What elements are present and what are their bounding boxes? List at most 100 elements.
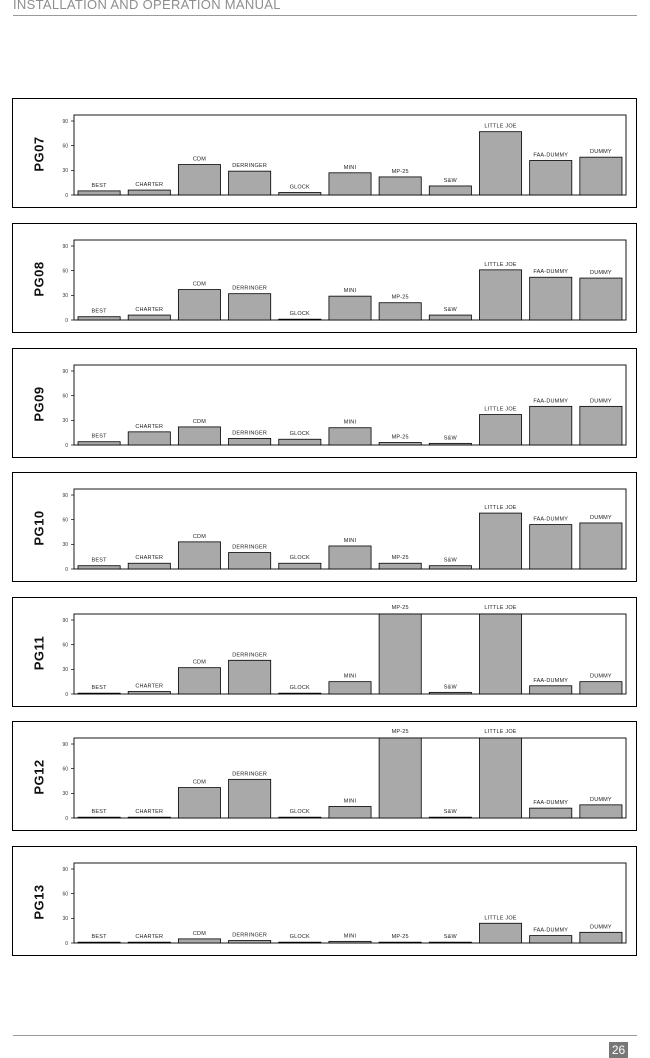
y-tick-label: 0	[65, 567, 68, 573]
bar-label: LITTLE JOE	[484, 505, 516, 511]
bar	[579, 681, 623, 695]
bar	[127, 691, 171, 695]
bar-label: GLOCK	[290, 685, 310, 691]
bar-label: DUMMY	[590, 674, 612, 680]
bar	[127, 562, 171, 570]
bar-label: MINI	[344, 674, 357, 680]
chart-title: PG08	[31, 261, 46, 296]
bar	[378, 737, 422, 819]
bar-label: GLOCK	[290, 185, 310, 191]
bar-label: FAA-DUMMY	[533, 800, 568, 806]
bar	[77, 316, 121, 321]
bar-label: MINI	[344, 538, 357, 544]
bar	[177, 541, 221, 570]
bar-label: LITTLE JOE	[484, 124, 516, 130]
y-tick-label: 90	[62, 119, 68, 125]
bar	[579, 405, 623, 446]
bar	[529, 524, 573, 570]
bar	[127, 816, 171, 819]
bar	[529, 160, 573, 196]
y-tick-label: 90	[62, 244, 68, 250]
bar	[177, 164, 221, 196]
bar-label: GLOCK	[290, 431, 310, 437]
bar	[77, 941, 121, 944]
bar	[127, 941, 171, 944]
bar	[177, 787, 221, 819]
manual-title: INSTALLATION AND OPERATION MANUAL	[13, 0, 281, 12]
bar-label: S&W	[444, 684, 458, 690]
bar	[77, 565, 121, 570]
bar-label: CDM	[193, 780, 206, 786]
bar-label: FAA-DUMMY	[533, 398, 568, 404]
bar	[378, 941, 422, 944]
bar-label: CHARTER	[135, 934, 163, 940]
bar	[228, 778, 272, 819]
chart-svg: PG07 0 30 60 90 BEST CHARTER CDM DERRINGER GLOCK M…	[31, 114, 627, 199]
bar-label: MINI	[344, 933, 357, 939]
bar-label: FAA-DUMMY	[533, 152, 568, 158]
bar-label: GLOCK	[290, 555, 310, 561]
bar	[579, 804, 623, 819]
bar	[228, 438, 272, 446]
bar-label: GLOCK	[290, 934, 310, 940]
bar	[77, 190, 121, 196]
bar	[529, 935, 573, 944]
chart-title: PG10	[31, 510, 46, 545]
y-tick-label: 60	[62, 766, 68, 772]
y-tick-label: 30	[62, 418, 68, 424]
bar	[529, 276, 573, 321]
bar	[328, 172, 372, 196]
page-number: 26	[609, 1042, 628, 1058]
bar	[378, 562, 422, 570]
bar-label: DUMMY	[590, 515, 612, 521]
bar	[228, 659, 272, 695]
bar-label: BEST	[92, 183, 108, 189]
bar-label: FAA-DUMMY	[533, 678, 568, 684]
bar-label: BEST	[92, 558, 108, 564]
bar-label: BEST	[92, 809, 108, 815]
bar-label: FAA-DUMMY	[533, 517, 568, 523]
bar	[428, 442, 472, 446]
chart-svg: PG08 0 30 60 90 BEST CHARTER CDM DERRINGER GLOCK M…	[31, 239, 627, 324]
y-tick-label: 0	[65, 692, 68, 698]
bar-label: BEST	[92, 934, 108, 940]
bar	[579, 277, 623, 321]
bar	[328, 427, 372, 446]
bar	[428, 816, 472, 819]
bar-label: MINI	[344, 165, 357, 171]
y-tick-label: 30	[62, 667, 68, 673]
bar-label: DERRINGER	[232, 652, 267, 658]
bar-label: DERRINGER	[232, 545, 267, 551]
bar-label: CHARTER	[135, 424, 163, 430]
bar-label: FAA-DUMMY	[533, 928, 568, 934]
bar-label: S&W	[444, 178, 458, 184]
bar-label: MP-25	[392, 605, 409, 611]
y-tick-label: 90	[62, 369, 68, 375]
bar	[127, 431, 171, 446]
bar	[479, 131, 523, 196]
bar-label: LITTLE JOE	[484, 262, 516, 268]
bar-label: GLOCK	[290, 809, 310, 815]
bar-label: S&W	[444, 934, 458, 940]
footer-divider	[13, 1035, 637, 1036]
bar	[529, 685, 573, 695]
bar	[278, 438, 322, 446]
bar	[278, 318, 322, 321]
bar-label: LITTLE JOE	[484, 729, 516, 735]
bar	[428, 691, 472, 695]
bar	[228, 552, 272, 570]
chart-svg: PG13 0 30 60 90 BEST CHARTER CDM DERRINGER GLOCK M…	[31, 862, 627, 947]
bar-label: LITTLE JOE	[484, 605, 516, 611]
chart-pg07: PG07 0 30 60 90 BEST CHARTER CDM DERRINGER GLOCK M…	[12, 98, 637, 208]
bar-label: MP-25	[392, 555, 409, 561]
y-tick-label: 60	[62, 268, 68, 274]
bar-label: CDM	[193, 157, 206, 163]
bar-label: DUMMY	[590, 149, 612, 155]
bar	[278, 562, 322, 570]
bar	[579, 522, 623, 570]
bar-label: BEST	[92, 434, 108, 440]
bar-label: DERRINGER	[232, 933, 267, 939]
bar-label: CDM	[193, 534, 206, 540]
bar-label: MINI	[344, 288, 357, 294]
y-tick-label: 90	[62, 867, 68, 873]
